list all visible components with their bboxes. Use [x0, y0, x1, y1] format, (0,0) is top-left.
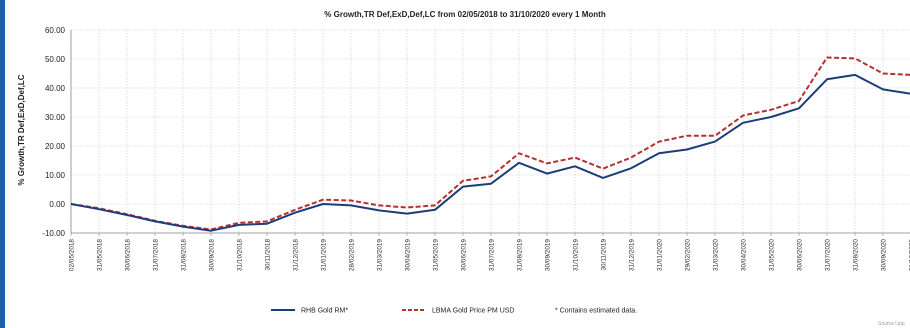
y-tick-label: 30.00 [45, 113, 66, 122]
legend-estimated-note: * Contains estimated data. [555, 308, 637, 315]
y-tick-label: -10.00 [42, 229, 65, 238]
x-tick-label: 31/03/2020 [713, 239, 720, 271]
x-tick-label: 30/09/2020 [881, 239, 888, 271]
x-tick-label: 29/02/2020 [685, 239, 692, 271]
x-tick-label: 30/11/2018 [265, 239, 272, 271]
y-tick-label: 10.00 [45, 171, 66, 180]
series-line-rhb-gold [70, 73, 910, 232]
line-chart: % Growth,TR Def,ExD,Def,LC from 02/05/20… [17, 10, 910, 327]
x-tick-label: 02/05/2018 [69, 239, 76, 271]
x-tick-label: 31/08/2020 [853, 239, 860, 271]
x-tick-label: 31/01/2020 [657, 239, 664, 271]
x-tick-label: 30/09/2019 [545, 239, 552, 271]
x-tick-label: 30/04/2019 [405, 239, 412, 271]
y-tick-label: 50.00 [45, 55, 66, 64]
x-tick-label: 31/10/2020 [909, 239, 910, 271]
x-tick-label: 31/12/2018 [293, 239, 300, 271]
series-line-lbma-gold [70, 56, 910, 231]
legend: RHB Gold RM* LBMA Gold Price PM USD * Co… [271, 308, 637, 315]
x-tick-label: 31/10/2018 [237, 239, 244, 271]
y-tick-label: 40.00 [45, 84, 66, 93]
x-tick-label: 30/11/2019 [601, 239, 608, 271]
x-tick-label: 31/10/2019 [573, 239, 580, 271]
x-tick-label: 31/12/2019 [629, 239, 636, 271]
y-tick-label: 60.00 [45, 26, 66, 35]
y-axis-label: % Growth,TR Def,ExD,Def,LC [17, 74, 26, 185]
x-tick-label: 30/04/2020 [741, 239, 748, 271]
x-tick-label: 30/06/2020 [797, 239, 804, 271]
x-tick-label: 31/05/2020 [769, 239, 776, 271]
y-tick-label: 20.00 [45, 142, 66, 151]
x-tick-label: 31/05/2018 [97, 239, 104, 271]
source-label: Source Lipp [878, 321, 905, 327]
grid [70, 29, 910, 234]
x-tick-label: 28/02/2019 [349, 239, 356, 271]
y-tick-label: 0.00 [49, 200, 65, 209]
x-tick-label: 30/09/2018 [209, 239, 216, 271]
chart-title: % Growth,TR Def,ExD,Def,LC from 02/05/20… [324, 10, 606, 19]
x-tick-label: 31/08/2019 [517, 239, 524, 271]
x-tick-label: 31/07/2019 [489, 239, 496, 271]
x-tick-label: 31/08/2018 [181, 239, 188, 271]
x-tick-label: 31/03/2019 [377, 239, 384, 271]
series-lines [70, 56, 910, 232]
x-tick-label: 31/07/2018 [153, 239, 160, 271]
x-tick-label: 31/05/2019 [433, 239, 440, 271]
x-tick-label: 31/07/2020 [825, 239, 832, 271]
x-tick-label: 30/06/2018 [125, 239, 132, 271]
axes: -10.00 0.00 10.00 20.00 30.00 40.00 50.00 60.00… [42, 26, 910, 271]
x-tick-label: 30/06/2019 [461, 239, 468, 271]
legend-label-rhb-gold: RHB Gold RM* [301, 308, 348, 315]
legend-label-lbma-gold: LBMA Gold Price PM USD [432, 308, 514, 315]
x-tick-label: 31/01/2019 [321, 239, 328, 271]
